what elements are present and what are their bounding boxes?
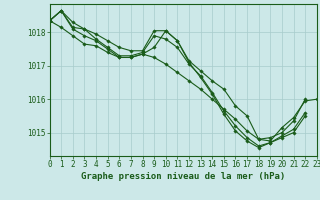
X-axis label: Graphe pression niveau de la mer (hPa): Graphe pression niveau de la mer (hPa) [81, 172, 285, 181]
